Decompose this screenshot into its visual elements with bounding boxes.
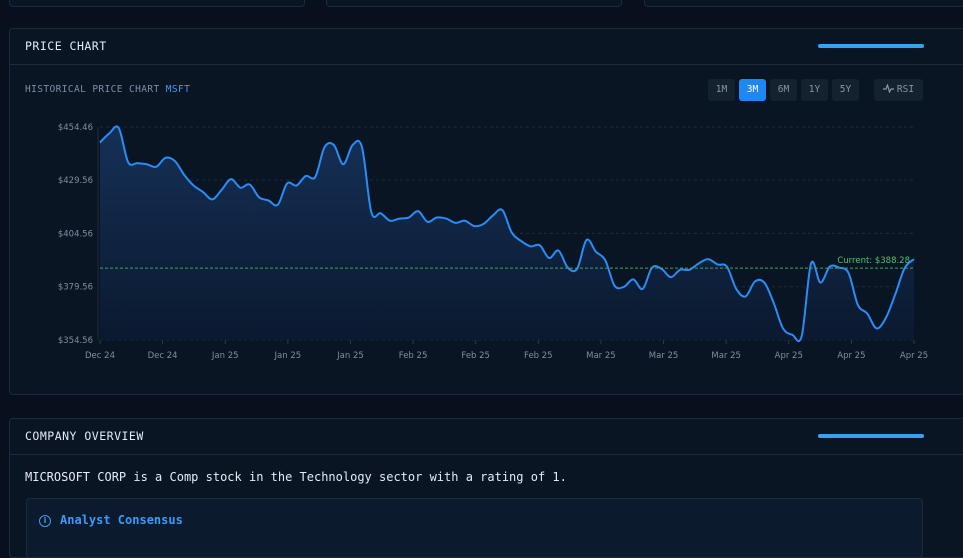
range-3m-button[interactable]: 3M (739, 79, 766, 101)
company-overview-panel: COMPANY OVERVIEW MICROSOFT CORP is a Com… (9, 418, 963, 558)
x-tick-label: Apr 25 (900, 351, 928, 361)
x-tick-label: Dec 24 (85, 351, 115, 361)
price-line (99, 125, 915, 343)
y-tick-label: $454.46 (58, 123, 93, 133)
x-tick-label: Jan 25 (336, 351, 364, 361)
y-tick-label: $404.56 (58, 229, 93, 239)
chart-label-text: HISTORICAL PRICE CHART (25, 84, 160, 95)
x-tick-label: Mar 25 (711, 351, 741, 361)
top-card-2 (326, 0, 622, 7)
range-6m-label: 6M (777, 84, 790, 95)
chart-symbol: MSFT (165, 84, 191, 95)
y-tick-label: $379.56 (58, 283, 93, 293)
price-area (100, 126, 914, 342)
range-1y-label: 1Y (808, 84, 821, 95)
company-overview-header: COMPANY OVERVIEW (10, 419, 963, 455)
x-tick-label: Jan 25 (211, 351, 239, 361)
x-tick-label: Feb 25 (461, 351, 490, 361)
rsi-button[interactable]: RSI (874, 79, 923, 101)
company-overview-title: COMPANY OVERVIEW (25, 429, 144, 443)
x-tick-label: Dec 24 (148, 351, 178, 361)
price-chart-title: PRICE CHART (25, 39, 107, 53)
x-tick-label: Jan 25 (274, 351, 302, 361)
chart-label: HISTORICAL PRICE CHART MSFT (25, 84, 190, 95)
company-accent-bar (818, 434, 924, 438)
x-tick-label: Apr 25 (775, 351, 803, 361)
top-card-1 (9, 0, 305, 7)
x-tick-label: Feb 25 (399, 351, 428, 361)
x-tick-label: Apr 25 (837, 351, 865, 361)
range-3m-label: 3M (746, 84, 759, 95)
x-tick-label: Mar 25 (586, 351, 616, 361)
rsi-pulse-icon (882, 83, 894, 94)
current-price-label: Current: $388.28 (837, 256, 910, 266)
range-5y-button[interactable]: 5Y (832, 79, 859, 101)
x-tick-label: Mar 25 (649, 351, 679, 361)
top-card-3 (644, 0, 963, 7)
y-tick-label: $429.56 (58, 176, 93, 186)
x-tick-label: Feb 25 (524, 351, 553, 361)
header-accent-bar (818, 44, 924, 48)
price-chart: Current: $388.28 $454.46 $429.56 $404.56 $3… (58, 123, 928, 361)
analyst-consensus-card[interactable]: i Analyst Consensus (26, 498, 923, 558)
y-tick-label: $354.56 (58, 336, 93, 346)
company-description: MICROSOFT CORP is a Comp stock in the Te… (25, 470, 567, 484)
price-chart-panel: PRICE CHART HISTORICAL PRICE CHART MSFT … (9, 28, 963, 395)
range-6m-button[interactable]: 6M (770, 79, 797, 101)
range-1m-label: 1M (715, 84, 728, 95)
rsi-label: RSI (896, 84, 915, 95)
range-5y-label: 5Y (839, 84, 852, 95)
price-chart-header: PRICE CHART (10, 29, 963, 65)
analyst-consensus-title: Analyst Consensus (60, 513, 183, 527)
range-1y-button[interactable]: 1Y (801, 79, 828, 101)
range-1m-button[interactable]: 1M (708, 79, 735, 101)
info-icon: i (39, 515, 51, 527)
